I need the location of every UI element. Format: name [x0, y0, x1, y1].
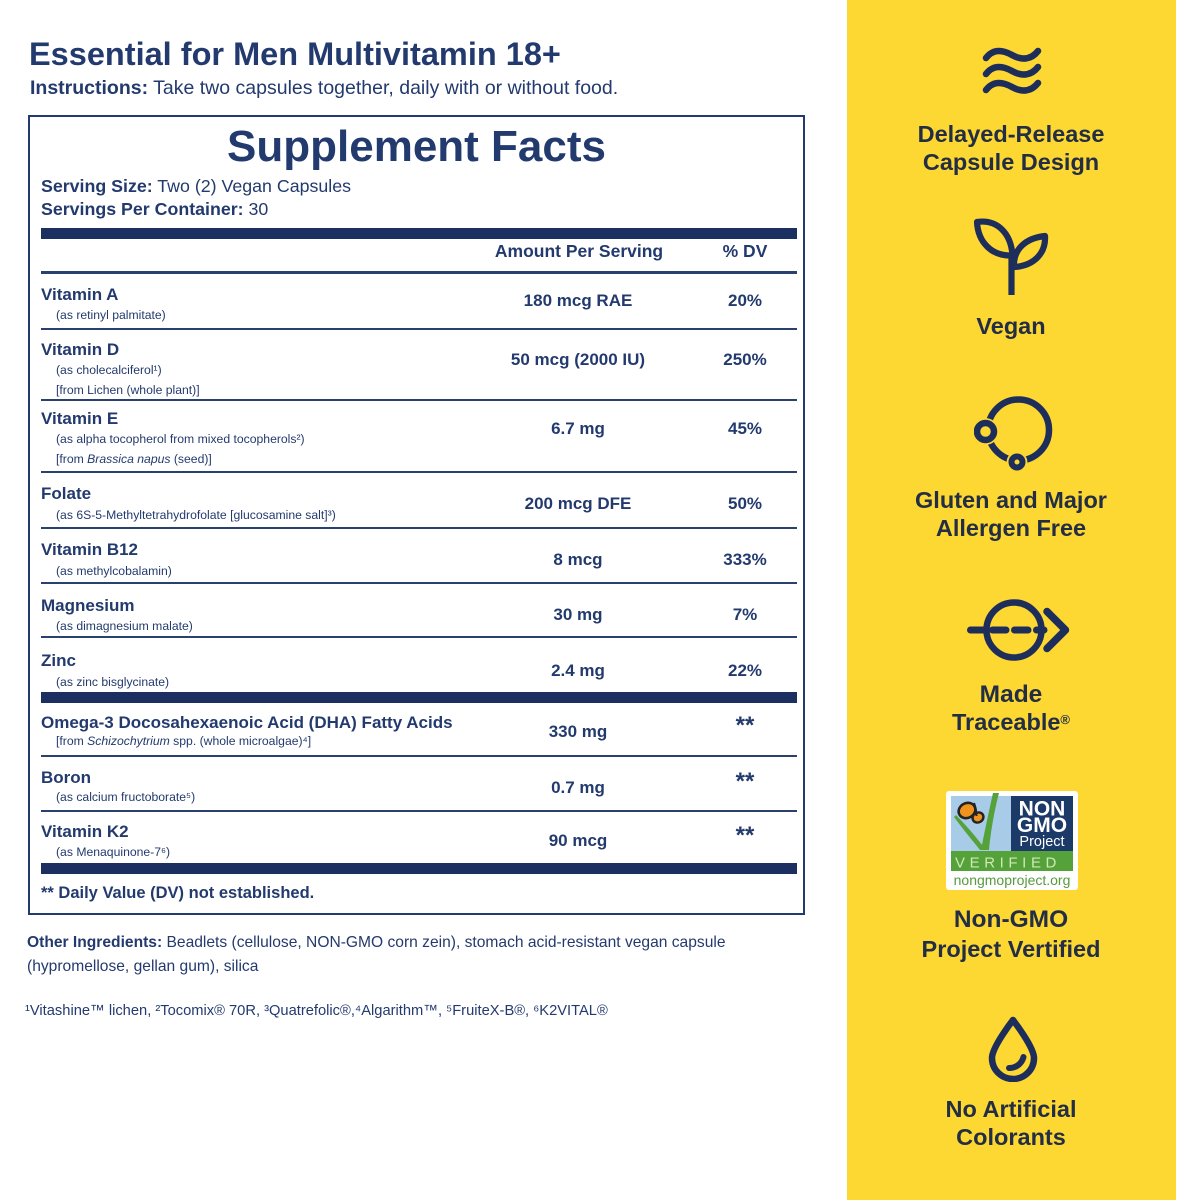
svg-text:GMO: GMO	[1017, 814, 1067, 837]
svg-text:NON: NON	[1019, 798, 1066, 821]
svg-text:nongmoproject.org: nongmoproject.org	[954, 872, 1071, 888]
svg-text:Project: Project	[1019, 834, 1064, 850]
svg-text:VERIFIED: VERIFIED	[955, 855, 1061, 872]
